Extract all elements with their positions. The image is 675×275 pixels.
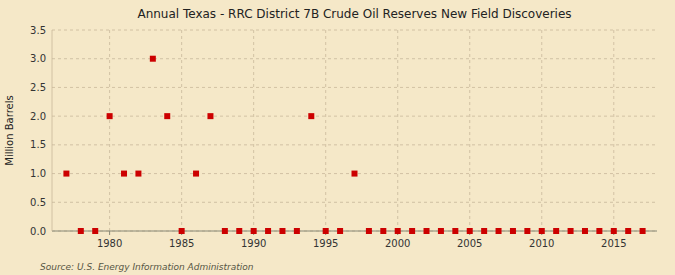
- point: [265, 228, 271, 234]
- point: [150, 56, 156, 62]
- x-grid-line: [469, 30, 470, 231]
- y-tick-label: 0.0: [30, 226, 46, 237]
- point: [568, 228, 574, 234]
- point: [323, 228, 329, 234]
- point: [294, 228, 300, 234]
- x-tick-label: 1995: [313, 238, 338, 249]
- point: [611, 228, 617, 234]
- point: [179, 228, 185, 234]
- y-grid-line: [52, 58, 657, 59]
- y-grid-line: [52, 116, 657, 117]
- point: [366, 228, 372, 234]
- y-grid-line: [52, 202, 657, 203]
- point: [496, 228, 502, 234]
- point: [395, 228, 401, 234]
- x-tick-label: 1990: [241, 238, 266, 249]
- point: [553, 228, 559, 234]
- point: [222, 228, 228, 234]
- x-grid-line: [109, 30, 110, 231]
- source-annotation: Source: U.S. Energy Information Administ…: [40, 262, 254, 272]
- point: [279, 228, 285, 234]
- point: [63, 171, 69, 177]
- x-tick-label: 2005: [457, 238, 482, 249]
- point: [380, 228, 386, 234]
- point: [308, 113, 314, 119]
- y-tick-label: 3.0: [30, 53, 46, 64]
- x-grid-line: [613, 30, 614, 231]
- points: [63, 56, 645, 234]
- point: [596, 228, 602, 234]
- point: [107, 113, 113, 119]
- x-tick-label: 1985: [169, 238, 194, 249]
- y-grid-line: [52, 144, 657, 145]
- background: [0, 0, 675, 275]
- point: [640, 228, 646, 234]
- point: [92, 228, 98, 234]
- point: [625, 228, 631, 234]
- y-tick-label: 1.5: [30, 139, 46, 150]
- x-axis-line: [52, 231, 657, 232]
- point: [207, 113, 213, 119]
- y-grid-line: [52, 30, 657, 31]
- point: [164, 113, 170, 119]
- x-grid-line: [325, 30, 326, 231]
- point: [409, 228, 415, 234]
- point: [352, 171, 358, 177]
- x-grid-line: [181, 30, 182, 231]
- x-tick: [109, 231, 110, 235]
- point: [467, 228, 473, 234]
- y-tick-label: 0.5: [30, 197, 46, 208]
- x-tick-label: 2000: [385, 238, 410, 249]
- x-grid-line: [541, 30, 542, 231]
- page: {"chart_data": { "type": "scatter", "tit…: [0, 0, 675, 275]
- y-tick-label: 1.0: [30, 168, 46, 179]
- point: [337, 228, 343, 234]
- point: [236, 228, 242, 234]
- chart: Annual Texas - RRC District 7B Crude Oil…: [0, 0, 675, 275]
- point: [424, 228, 430, 234]
- y-grid-line: [52, 231, 657, 232]
- grid: [52, 30, 657, 231]
- x-grid-line: [253, 30, 254, 231]
- y-tick-label: 3.5: [30, 25, 46, 36]
- point: [510, 228, 516, 234]
- point: [582, 228, 588, 234]
- x-tick-label: 1980: [97, 238, 122, 249]
- point: [78, 228, 84, 234]
- y-tick-label: 2.0: [30, 111, 46, 122]
- y-axis-line: [52, 30, 53, 231]
- point: [251, 228, 257, 234]
- point: [452, 228, 458, 234]
- point: [539, 228, 545, 234]
- point: [135, 171, 141, 177]
- x-grid-line: [397, 30, 398, 231]
- y-axis-label: Million Barrels: [4, 95, 15, 165]
- y-tick-label: 2.5: [30, 82, 46, 93]
- point: [481, 228, 487, 234]
- point: [524, 228, 530, 234]
- point: [438, 228, 444, 234]
- x-tick-label: 2010: [529, 238, 554, 249]
- point: [193, 171, 199, 177]
- y-grid-line: [52, 87, 657, 88]
- title: Annual Texas - RRC District 7B Crude Oil…: [137, 7, 571, 21]
- point: [121, 171, 127, 177]
- x-tick-label: 2015: [601, 238, 626, 249]
- ticks: 0.0 0.5 1.0 1.5 2.0 2.5 3.0 3.5 1980 1985 1990 1995…: [30, 25, 626, 250]
